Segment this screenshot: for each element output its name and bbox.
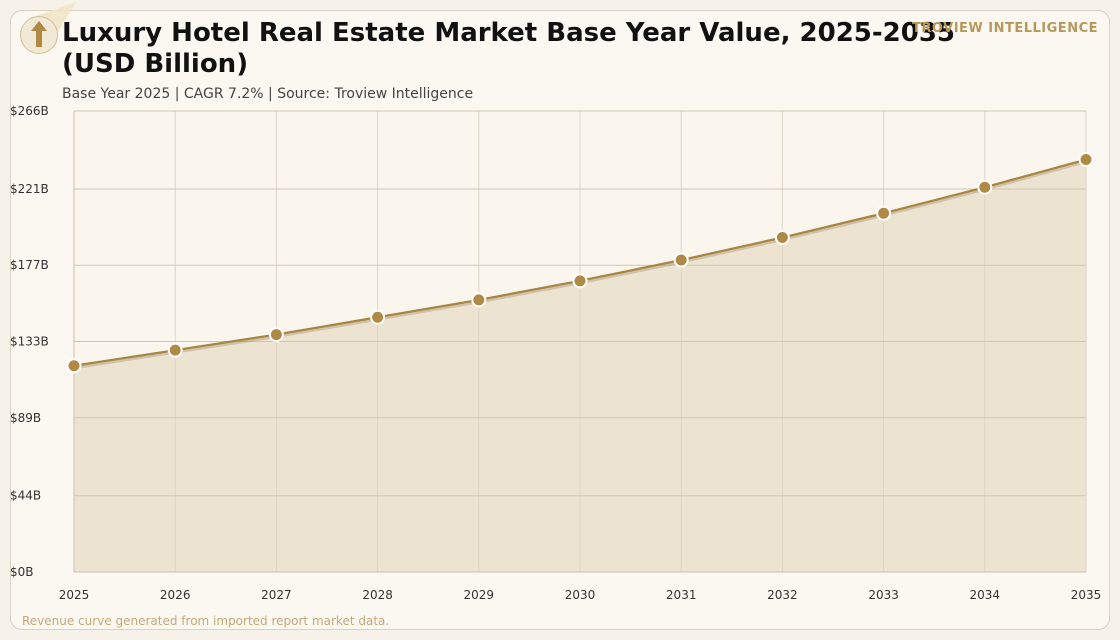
x-tick-label: 2035 xyxy=(1071,588,1102,602)
data-point xyxy=(471,292,487,308)
y-tick-label: $133B xyxy=(10,335,49,349)
data-point xyxy=(572,273,588,289)
brand-name: TROVIEW INTELLIGENCE xyxy=(912,21,1098,36)
data-point xyxy=(774,230,790,246)
x-tick-label: 2033 xyxy=(868,588,899,602)
y-tick-label: $221B xyxy=(10,182,49,196)
x-tick-label: 2031 xyxy=(666,588,697,602)
x-tick-label: 2029 xyxy=(464,588,495,602)
x-tick-label: 2028 xyxy=(362,588,393,602)
y-tick-label: $89B xyxy=(10,411,41,425)
logo-flare-icon xyxy=(36,2,76,32)
data-point xyxy=(977,179,993,195)
y-tick-label: $0B xyxy=(10,565,34,579)
data-point xyxy=(1078,152,1094,168)
x-tick-label: 2032 xyxy=(767,588,798,602)
data-point xyxy=(370,309,386,325)
x-tick-label: 2030 xyxy=(565,588,596,602)
y-tick-label: $177B xyxy=(10,258,49,272)
x-tick-label: 2026 xyxy=(160,588,191,602)
data-point xyxy=(876,205,892,221)
data-point xyxy=(673,252,689,268)
x-tick-label: 2025 xyxy=(59,588,90,602)
y-tick-label: $44B xyxy=(10,489,41,503)
data-point xyxy=(66,358,82,374)
x-tick-label: 2034 xyxy=(970,588,1001,602)
data-point xyxy=(268,327,284,343)
data-point xyxy=(167,342,183,358)
arrow-up-icon xyxy=(20,16,58,54)
footer-note: Revenue curve generated from imported re… xyxy=(22,614,390,628)
y-tick-label: $266B xyxy=(10,104,49,118)
x-tick-label: 2027 xyxy=(261,588,292,602)
chart-subtitle: Base Year 2025 | CAGR 7.2% | Source: Tro… xyxy=(62,86,474,102)
chart-title: Luxury Hotel Real Estate Market Base Yea… xyxy=(62,18,956,79)
